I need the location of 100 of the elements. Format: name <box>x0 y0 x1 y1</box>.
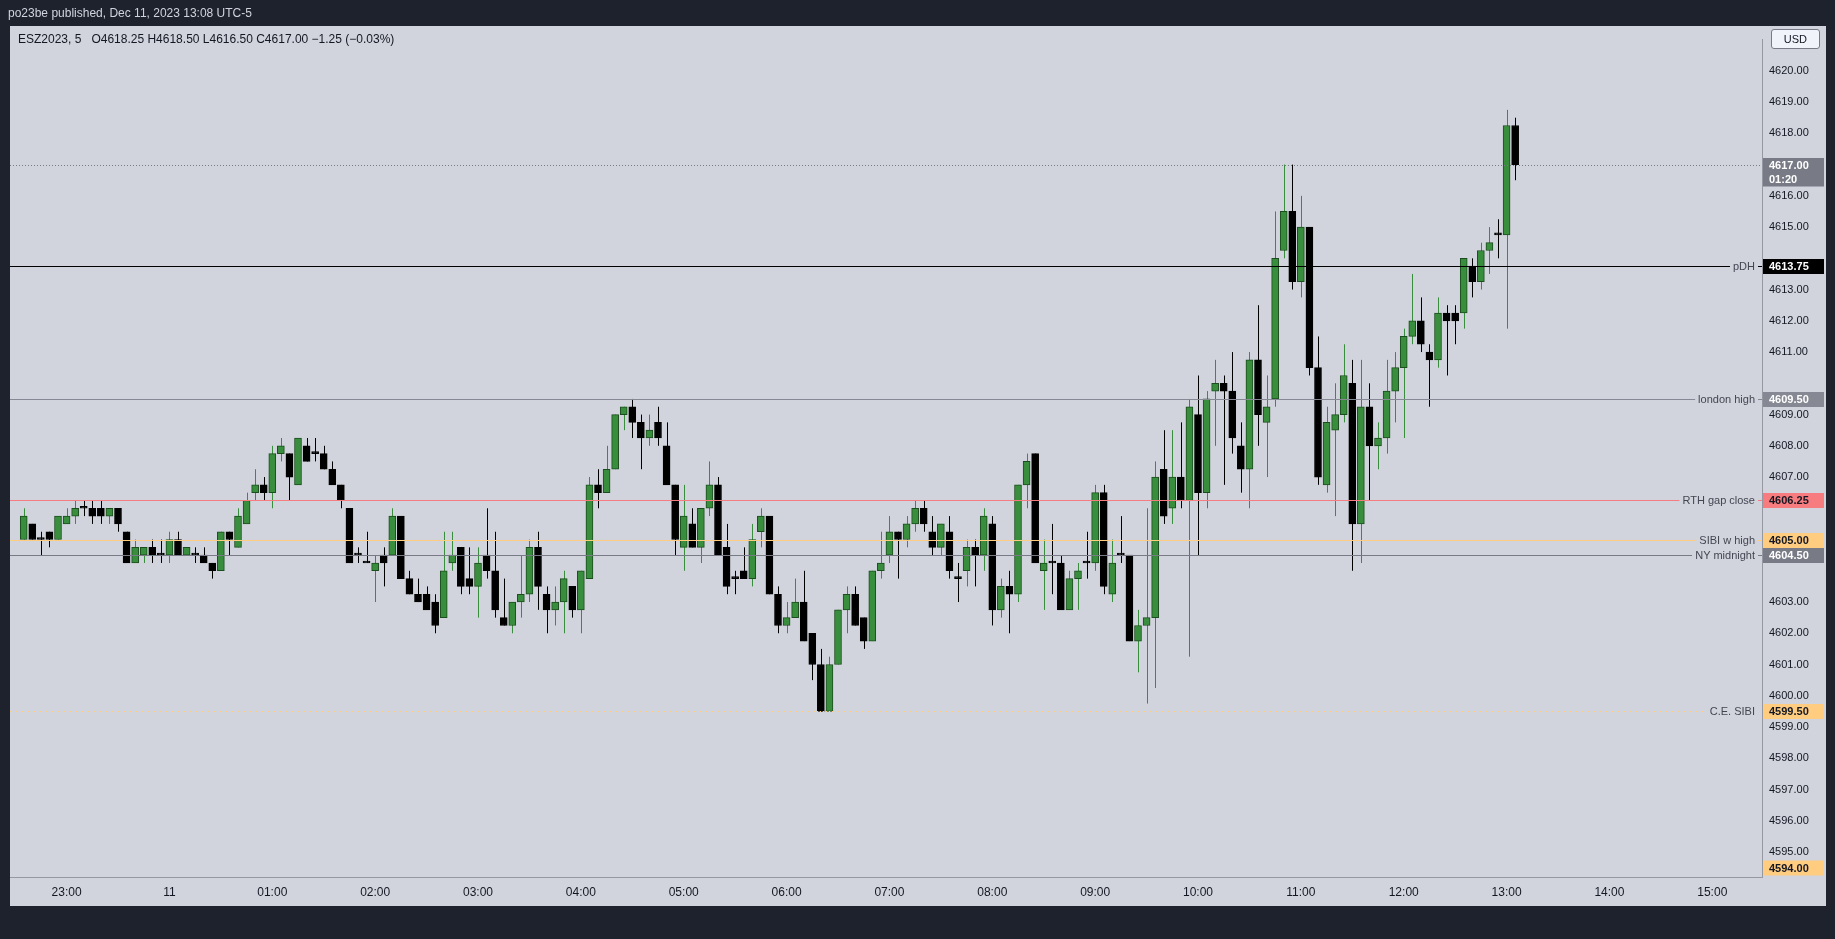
candlestick <box>277 437 285 462</box>
candlestick <box>19 507 28 541</box>
text: 01:20 <box>1769 173 1798 186</box>
candlestick <box>379 546 388 587</box>
candlestick <box>1074 562 1082 611</box>
candlestick <box>328 460 337 486</box>
y-tick-label: 4596.00 <box>1769 813 1809 826</box>
candlestick <box>508 601 517 634</box>
candlestick <box>688 507 697 548</box>
candlestick <box>954 562 962 603</box>
x-tick-label: 08:00 <box>977 884 1008 899</box>
x-tick-label: 07:00 <box>874 884 905 899</box>
candlestick <box>551 585 559 626</box>
ref-line-label: NY midnight <box>1695 549 1755 562</box>
y-tick-label: 4611.00 <box>1769 345 1808 358</box>
text: 4599.50 <box>1769 705 1809 718</box>
candlestick <box>1374 421 1382 470</box>
y-tick-label: 4618.00 <box>1769 126 1809 139</box>
y-tick-label: 4613.00 <box>1769 282 1809 295</box>
x-tick-label: 03:00 <box>462 884 494 899</box>
candlestick <box>371 554 379 603</box>
candlestick <box>568 585 577 619</box>
text: USD <box>1770 29 1820 49</box>
x-tick-label: 12:00 <box>1388 884 1420 899</box>
candlestick <box>1177 421 1185 509</box>
candlestick <box>71 499 79 525</box>
candlestick <box>559 570 568 634</box>
ref-line-label: RTH gap close <box>1682 494 1755 507</box>
candlestick <box>499 578 508 626</box>
candlestick <box>971 539 979 587</box>
x-tick-label: 15:00 <box>1697 884 1728 899</box>
candlestick <box>259 476 268 501</box>
text: 4604.50 <box>1769 549 1809 562</box>
ref-line-label: london high <box>1698 393 1755 406</box>
candlestick <box>859 617 868 650</box>
ref-line-label: pDH <box>1732 260 1756 273</box>
x-tick-label: 23:00 <box>51 884 82 899</box>
candlestick <box>791 578 799 619</box>
y-tick-label: 4612.00 <box>1769 313 1809 326</box>
candlestick <box>919 499 928 533</box>
y-tick-label: 4601.00 <box>1769 657 1809 670</box>
candlestick <box>1005 570 1014 634</box>
candlestick <box>1408 273 1417 345</box>
candlestick <box>757 507 765 548</box>
y-tick-label: 4608.00 <box>1769 438 1809 451</box>
x-tick-label: 10:00 <box>1182 884 1214 899</box>
candlestick <box>997 578 1005 619</box>
candlestick <box>1391 351 1399 423</box>
y-tick-label: 4599.00 <box>1769 720 1809 733</box>
candlestick <box>731 570 739 595</box>
candlestick <box>448 531 457 572</box>
y-tick-label: 4602.00 <box>1769 626 1809 639</box>
text: 4605.00 <box>1769 534 1809 547</box>
text: po23be published, Dec 11, 2023 13:08 UTC-5 <box>8 6 252 20</box>
candlestick <box>251 468 259 501</box>
y-tick-label: 4603.00 <box>1769 595 1809 608</box>
x-tick-label: 04:00 <box>565 884 597 899</box>
text: 4617.00 <box>1769 159 1809 172</box>
x-tick-label: 13:00 <box>1491 884 1522 899</box>
candlestick <box>654 406 662 447</box>
x-tick-label: 11:00 <box>1286 884 1316 899</box>
candlestick <box>911 499 919 533</box>
text: 4613.75 <box>1769 260 1809 273</box>
candlestick <box>877 531 885 580</box>
x-tick-label: 05:00 <box>668 884 700 899</box>
x-tick-label: 02:00 <box>360 884 391 899</box>
ref-line-label: SIBI w high <box>1699 534 1755 547</box>
text: 4594.00 <box>1769 861 1809 874</box>
y-tick-label: 4597.00 <box>1769 782 1809 795</box>
candlestick <box>1331 382 1339 517</box>
chart-title: ESZ2023, 5 <box>18 32 82 46</box>
ref-line-label: C.E. SIBI <box>1709 705 1755 718</box>
candlestick <box>594 468 602 509</box>
candlestick <box>474 546 482 619</box>
x-tick-label: 01:00 <box>257 884 288 899</box>
text: 4606.25 <box>1769 494 1809 507</box>
candlestick <box>928 515 937 556</box>
candlestick <box>1485 226 1494 275</box>
candlestick <box>1039 539 1048 611</box>
x-tick-label: 11 <box>163 884 176 899</box>
candlestick <box>1219 375 1228 486</box>
candlestick <box>1211 359 1219 447</box>
y-tick-label: 4620.00 <box>1769 63 1809 76</box>
y-tick-label: 4615.00 <box>1769 220 1809 233</box>
y-tick-label: 4595.00 <box>1769 845 1809 858</box>
x-tick-label: 14:00 <box>1594 884 1625 899</box>
candlestick <box>517 554 525 619</box>
candlestick <box>739 546 748 580</box>
candlestick <box>88 499 97 525</box>
candlestick <box>1417 296 1425 353</box>
candlestick <box>782 601 791 634</box>
candlestick <box>465 546 474 595</box>
candlestick <box>637 414 645 470</box>
candlestick <box>1262 375 1271 478</box>
candlestick <box>894 531 902 580</box>
candlestick <box>131 539 139 564</box>
x-tick-label: 09:00 <box>1080 884 1111 899</box>
x-tick-label: 06:00 <box>771 884 802 899</box>
candlestick <box>114 507 122 533</box>
y-tick-label: 4607.00 <box>1769 470 1809 483</box>
